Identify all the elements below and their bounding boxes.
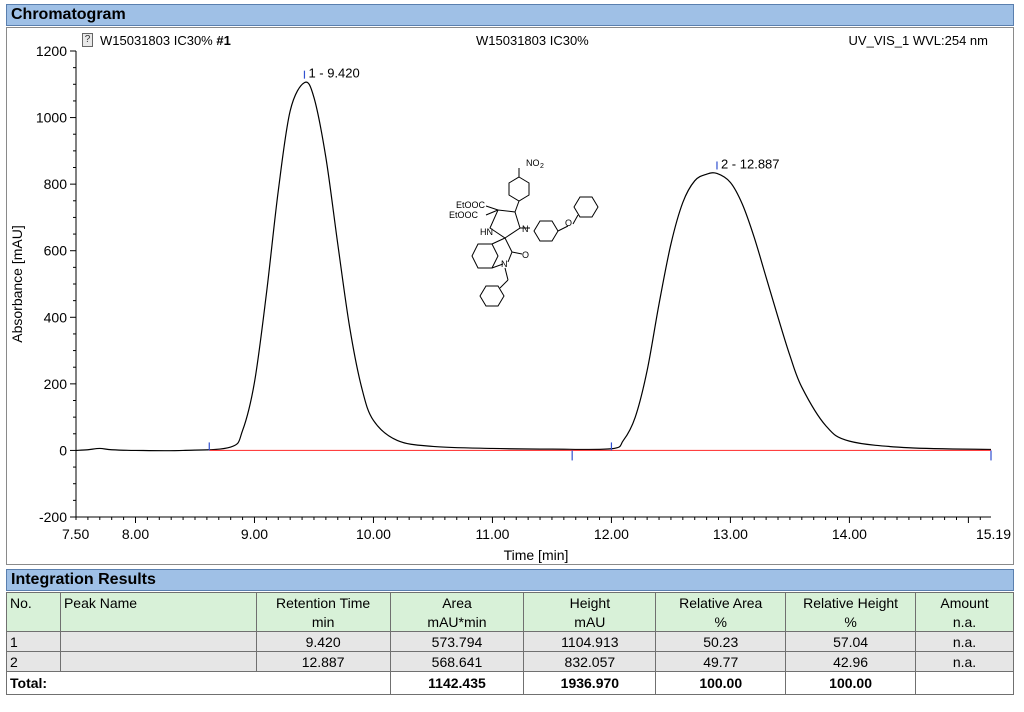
lactam-n-label: N (501, 259, 508, 269)
x-tick-label: 9.00 (241, 526, 268, 542)
col-header-amount: Amount (915, 592, 1014, 612)
cell-retention-time: 12.887 (255, 651, 391, 672)
nitro-subscript: 2 (540, 163, 544, 170)
x-tick-label: 7.50 (62, 526, 89, 542)
total-height: 1936.970 (523, 671, 657, 695)
unit-relative-area: % (655, 612, 787, 632)
total-relative-height: 100.00 (785, 671, 917, 695)
y-tick-label: 1200 (36, 43, 67, 59)
cell-relative-area: 50.23 (655, 631, 787, 652)
col-header-peak-name: Peak Name (59, 592, 257, 612)
chart-ticks: -200 0 200 400 600 800 1000 1200 7.50 8.00 9.00 10.… (36, 43, 1011, 542)
cell-peak-name (59, 651, 257, 672)
chromatogram-section-header: Chromatogram (6, 4, 1014, 26)
chart-axes (75, 51, 991, 518)
unit-no (6, 612, 61, 632)
x-tick-label: 11.00 (475, 526, 509, 542)
total-label: Total: (6, 671, 391, 695)
document-icon[interactable]: ? (82, 33, 93, 47)
y-axis-label: Absorbance [mAU] (9, 225, 25, 343)
sample-name-center: W15031803 IC30% (476, 33, 589, 48)
table-total-row: Total: 1142.435 1936.970 100.00 100.00 (6, 671, 1014, 695)
cell-relative-height: 42.96 (785, 651, 917, 672)
cell-peak-name (59, 631, 257, 652)
cell-no: 2 (6, 651, 61, 672)
chart-plot-area: 1 - 9.420 2 - 12.887 (75, 66, 992, 461)
col-header-height: Height (523, 592, 657, 612)
total-area: 1142.435 (389, 671, 525, 695)
col-header-relative-height: Relative Height (785, 592, 917, 612)
x-tick-label: 13.00 (713, 526, 748, 542)
peak-label: 2 - 12.887 (721, 156, 780, 171)
table-row[interactable]: 2 12.887 568.641 832.057 49.77 42.96 n.a… (6, 651, 1014, 672)
cell-height: 1104.913 (523, 631, 657, 652)
x-axis-label: Time [min] (504, 547, 569, 563)
table-row[interactable]: 1 9.420 573.794 1104.913 50.23 57.04 n.a… (6, 631, 1014, 652)
x-tick-label: 10.00 (356, 526, 391, 542)
table-unit-row: min mAU*min mAU % % n.a. (6, 612, 1014, 632)
unit-retention-time: min (255, 612, 391, 632)
col-header-area: Area (389, 592, 525, 612)
col-header-relative-area: Relative Area (655, 592, 787, 612)
nh-label: HN (480, 227, 493, 237)
ether-o-label: O (565, 218, 572, 228)
x-tick-label: 14.00 (832, 526, 867, 542)
ester-label-2: EtOOC (449, 210, 479, 220)
cell-no: 1 (6, 631, 61, 652)
unit-area: mAU*min (389, 612, 525, 632)
nitro-label: NO (526, 158, 540, 168)
chart-panel (6, 27, 1014, 565)
cell-amount: n.a. (915, 631, 1014, 652)
col-header-no: No. (6, 592, 61, 612)
integration-section-header: Integration Results (6, 569, 1014, 591)
cell-relative-area: 49.77 (655, 651, 787, 672)
cell-relative-height: 57.04 (785, 631, 917, 652)
unit-relative-height: % (785, 612, 917, 632)
chromatogram-trace (75, 81, 992, 452)
table-header-row: No. Peak Name Retention Time Area Height… (6, 592, 1014, 612)
n-ring-label: N (522, 224, 529, 234)
cell-amount: n.a. (915, 651, 1014, 672)
col-header-retention-time: Retention Time (255, 592, 391, 612)
chromatogram-chart: -200 0 200 400 600 800 1000 1200 7.50 8.00 9.00 10.… (9, 43, 1011, 563)
cell-area: 573.794 (389, 631, 525, 652)
y-tick-label: 400 (44, 309, 68, 325)
y-tick-label: -200 (39, 509, 67, 525)
unit-amount: n.a. (915, 612, 1014, 632)
injection-number: #1 (216, 33, 231, 48)
ester-label-1: EtOOC (456, 200, 486, 210)
y-tick-label: 600 (44, 243, 68, 259)
y-tick-label: 800 (44, 176, 68, 192)
integration-results-table: No. Peak Name Retention Time Area Height… (6, 592, 1014, 695)
x-tick-label: 15.19 (976, 526, 1011, 542)
x-tick-label: 8.00 (122, 526, 149, 542)
total-amount (915, 671, 1014, 695)
x-tick-label: 12.00 (594, 526, 629, 542)
y-tick-label: 0 (59, 442, 67, 458)
unit-height: mAU (523, 612, 657, 632)
sample-name-left: W15031803 IC30% #1 (100, 33, 231, 48)
carbonyl-o-label: O (522, 250, 529, 260)
cell-retention-time: 9.420 (255, 631, 391, 652)
total-relative-area: 100.00 (655, 671, 787, 695)
molecule-structure: NO 2 EtOOC EtOOC HN N O O N (449, 158, 599, 307)
detector-label: UV_VIS_1 WVL:254 nm (848, 33, 988, 48)
sample-name-text: W15031803 IC30% (100, 33, 213, 48)
cell-area: 568.641 (389, 651, 525, 672)
peak-label: 1 - 9.420 (308, 66, 359, 81)
y-tick-label: 200 (44, 376, 68, 392)
cell-height: 832.057 (523, 651, 657, 672)
y-tick-label: 1000 (36, 110, 67, 126)
unit-peak-name (59, 612, 257, 632)
